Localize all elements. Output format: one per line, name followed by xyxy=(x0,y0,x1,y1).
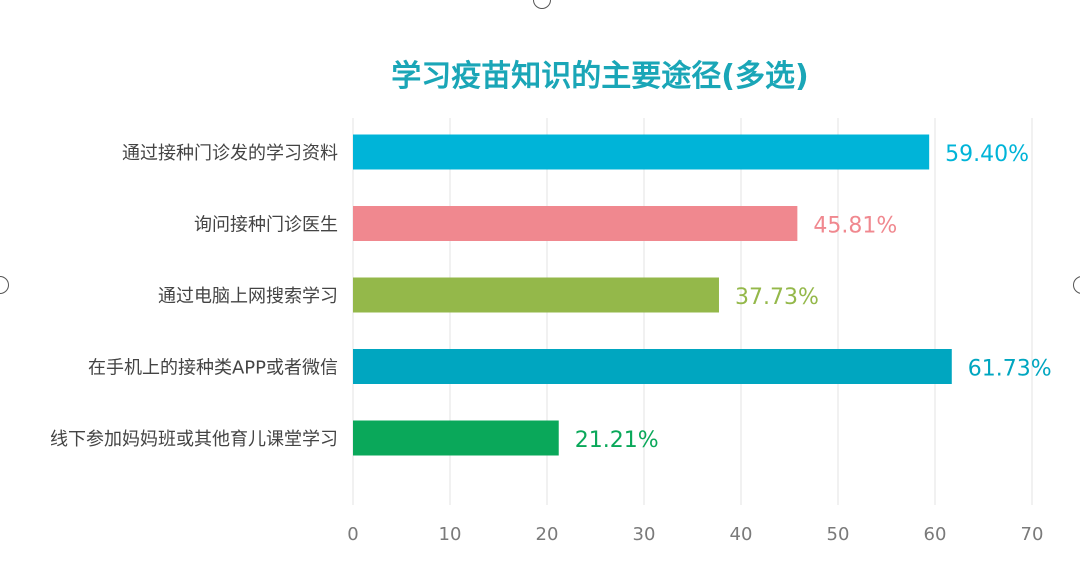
bar xyxy=(353,206,798,241)
bar xyxy=(353,349,952,384)
bar xyxy=(353,420,559,456)
data-label: 59.40% xyxy=(945,142,1029,167)
x-tick-label: 10 xyxy=(439,524,462,545)
bar xyxy=(353,134,930,170)
x-tick-label: 40 xyxy=(730,524,753,545)
category-label: 通过接种门诊发的学习资料 xyxy=(122,143,338,164)
data-label: 37.73% xyxy=(735,285,819,310)
category-label: 在手机上的接种类APP或者微信 xyxy=(88,358,338,379)
x-tick-label: 30 xyxy=(633,524,656,545)
category-label: 通过电脑上网搜索学习 xyxy=(158,286,338,307)
x-tick-label: 60 xyxy=(924,524,947,545)
data-label: 21.21% xyxy=(575,428,659,453)
x-tick-label: 70 xyxy=(1021,524,1044,545)
category-label: 询问接种门诊医生 xyxy=(194,215,338,236)
bars xyxy=(353,134,952,456)
x-axis-ticks: 0 10 20 30 40 50 60 70 xyxy=(347,524,1043,545)
category-labels: 通过接种门诊发的学习资料询问接种门诊医生通过电脑上网搜索学习在手机上的接种类AP… xyxy=(50,143,338,450)
category-label: 线下参加妈妈班或其他育儿课堂学习 xyxy=(50,429,338,450)
chart-title: 学习疫苗知识的主要途径(多选) xyxy=(391,59,808,94)
x-tick-label: 20 xyxy=(536,524,559,545)
x-tick-label: 50 xyxy=(827,524,850,545)
data-label: 45.81% xyxy=(813,214,897,239)
bar xyxy=(353,277,719,313)
x-tick-label: 0 xyxy=(347,524,358,545)
data-label: 61.73% xyxy=(968,357,1052,382)
value-labels: 59.40% 45.81% 37.73% 61.73% 21.21% xyxy=(575,142,1052,453)
